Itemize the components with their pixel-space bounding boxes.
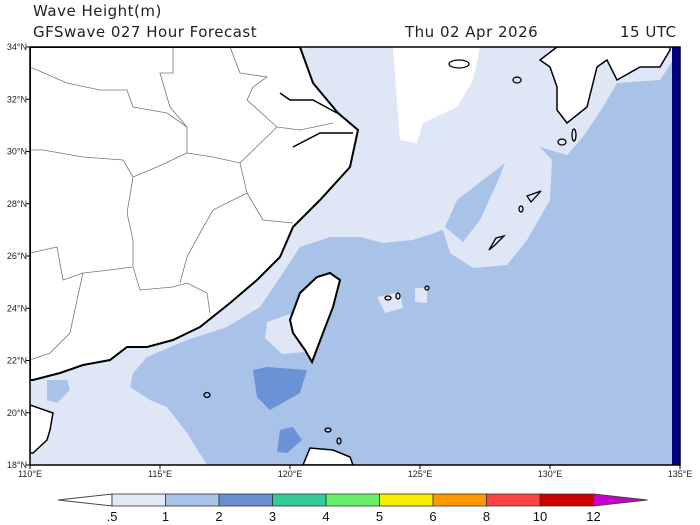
rivers-coast-detail — [279, 92, 353, 148]
colorbar-label: 2 — [215, 509, 222, 524]
lat-label: 20°N — [7, 408, 27, 418]
colorbar-swatch — [379, 493, 434, 507]
lat-label: 32°N — [7, 94, 27, 104]
colorbar-swatch — [272, 493, 327, 507]
colorbar-swatch — [325, 493, 380, 507]
province-borders — [30, 47, 334, 361]
colorbar-swatch — [486, 493, 541, 507]
lon-label: 135°E — [668, 469, 693, 479]
wave-zone-2-3m-patch — [277, 427, 302, 453]
luzon-land — [302, 447, 354, 465]
lat-label: 28°N — [7, 199, 27, 209]
lat-label: 34°N — [7, 42, 27, 52]
wave-zone-1-2m-patch — [47, 380, 70, 403]
lat-label: 26°N — [7, 251, 27, 261]
colorbar-label: .5 — [107, 509, 118, 524]
map-right-edge-strip — [672, 47, 680, 465]
colorbar-label: 3 — [269, 509, 276, 524]
colorbar-label: 1 — [162, 509, 169, 524]
colorbar-label: 4 — [322, 509, 329, 524]
lat-label: 30°N — [7, 147, 27, 157]
taiwan-land — [288, 271, 342, 365]
lat-label: 24°N — [7, 303, 27, 313]
lon-label: 125°E — [408, 469, 433, 479]
colorbar: .5 1 2 3 4 5 6 8 10 12 — [57, 493, 648, 524]
forecast-date: Thu 02 Apr 2026 — [405, 23, 539, 41]
lon-label: 130°E — [538, 469, 563, 479]
colorbar-swatch — [111, 493, 166, 507]
kyushu-land — [538, 47, 671, 125]
forecast-time: 15 UTC — [620, 23, 677, 41]
wave-zone-below-0.5m — [393, 47, 480, 143]
taiwan-strait-light-pocket — [265, 314, 305, 354]
colorbar-under-triangle — [57, 493, 113, 507]
map-title-variable: Wave Height(m) — [33, 2, 162, 20]
lat-label: 18°N — [7, 460, 27, 470]
small-islands — [203, 59, 577, 445]
colorbar-swatch — [165, 493, 220, 507]
china-mainland-land — [30, 47, 360, 381]
colorbar-over-triangle — [593, 493, 648, 507]
lon-label: 115°E — [148, 469, 172, 479]
lon-label: 120°E — [278, 469, 303, 479]
colorbar-label: 6 — [429, 509, 436, 524]
wave-zone-2-3m-patch — [253, 367, 307, 410]
ryukyu-light-pocket — [415, 288, 427, 303]
lon-label: 110°E — [18, 469, 42, 479]
map-title-forecast: GFSwave 027 Hour Forecast — [33, 23, 258, 41]
hainan-land — [30, 404, 54, 454]
colorbar-swatch — [539, 493, 594, 507]
wave-zone-1-2m-tongue — [445, 163, 505, 242]
colorbar-label: 12 — [586, 509, 600, 524]
map-axes: 110°E 115°E 120°E 125°E 130°E 135°E 18°N 20°N 22… — [7, 42, 692, 479]
colorbar-label: 10 — [533, 509, 547, 524]
colorbar-label: 8 — [483, 509, 490, 524]
lat-label: 22°N — [7, 356, 27, 366]
colorbar-label: 5 — [376, 509, 383, 524]
colorbar-swatch — [432, 493, 487, 507]
colorbar-swatch — [218, 493, 273, 507]
